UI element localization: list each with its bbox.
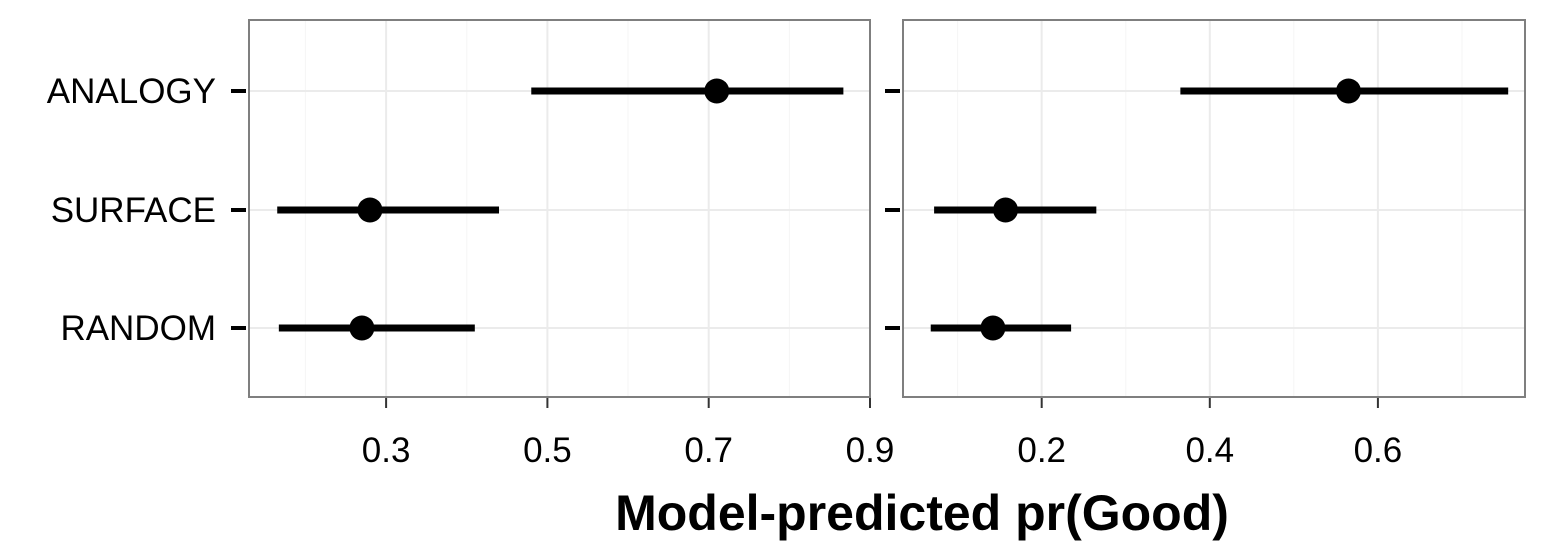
y-axis: ANALOGY SURFACE RANDOM [47,72,216,348]
y-tick-label-analogy: ANALOGY [47,72,216,111]
x-tick-label: 0.5 [523,431,572,470]
point-estimate-analogy [1335,78,1361,104]
x-tick-label: 0.4 [1185,431,1234,470]
point-estimate-random [349,315,375,341]
chart-panels: 0.3 0.5 0.7 0.9 0.2 0.4 0.6 [231,19,1526,470]
panel-border [902,19,1526,398]
x-tick-label: 0.2 [1017,431,1066,470]
point-estimate-analogy [704,78,730,104]
x-axis-title: Model-predicted pr(Good) [615,485,1229,541]
panel-border [248,19,871,398]
x-tick-label: 0.6 [1354,431,1403,470]
point-estimate-surface [993,197,1019,223]
y-tick-label-surface: SURFACE [51,191,216,230]
panel-1: 0.3 0.5 0.7 0.9 [231,19,895,470]
x-tick-label: 0.7 [684,431,733,470]
panel-2: 0.2 0.4 0.6 [885,19,1526,470]
x-tick-label: 0.9 [846,431,895,470]
point-estimate-surface [357,197,383,223]
x-tick-label: 0.3 [362,431,411,470]
point-estimate-random [980,315,1006,341]
y-tick-label-random: RANDOM [60,309,216,348]
